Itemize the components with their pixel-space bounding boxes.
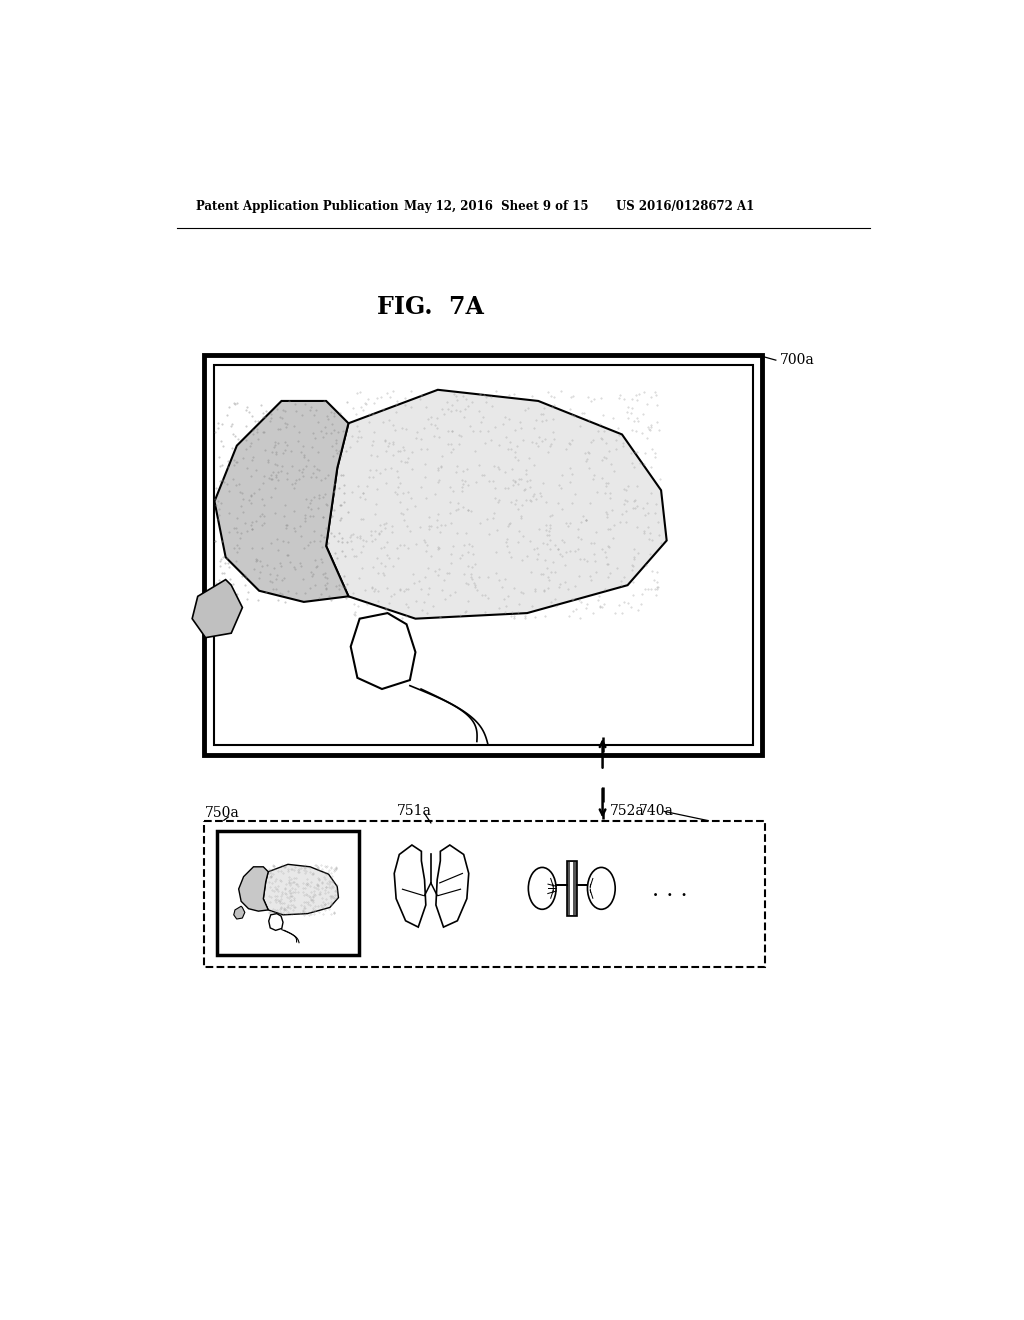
Bar bbox=[567, 861, 577, 916]
Polygon shape bbox=[193, 579, 243, 638]
Text: FIG.  7A: FIG. 7A bbox=[378, 294, 484, 319]
Polygon shape bbox=[268, 913, 283, 931]
Polygon shape bbox=[263, 865, 339, 915]
Polygon shape bbox=[239, 867, 268, 911]
Text: May 12, 2016  Sheet 9 of 15: May 12, 2016 Sheet 9 of 15 bbox=[403, 199, 589, 213]
Polygon shape bbox=[436, 845, 469, 927]
Text: 750a: 750a bbox=[205, 807, 240, 820]
Polygon shape bbox=[350, 612, 416, 689]
Bar bbox=[214, 364, 753, 744]
Bar bbox=[217, 830, 359, 956]
Polygon shape bbox=[394, 845, 426, 927]
Text: 740a: 740a bbox=[639, 804, 674, 818]
Text: US 2016/0128672 A1: US 2016/0128672 A1 bbox=[615, 199, 754, 213]
Text: Patent Application Publication: Patent Application Publication bbox=[196, 199, 398, 213]
Bar bbox=[204, 355, 762, 755]
Polygon shape bbox=[233, 907, 245, 919]
Ellipse shape bbox=[528, 867, 556, 909]
Text: 700a: 700a bbox=[779, 354, 814, 367]
Ellipse shape bbox=[588, 867, 615, 909]
Polygon shape bbox=[214, 401, 348, 602]
Text: 752a: 752a bbox=[609, 804, 644, 818]
Text: . . .: . . . bbox=[651, 879, 687, 900]
Text: 751a: 751a bbox=[396, 804, 431, 818]
Bar bbox=[570, 862, 573, 915]
Bar bbox=[205, 821, 765, 966]
Polygon shape bbox=[326, 389, 667, 619]
